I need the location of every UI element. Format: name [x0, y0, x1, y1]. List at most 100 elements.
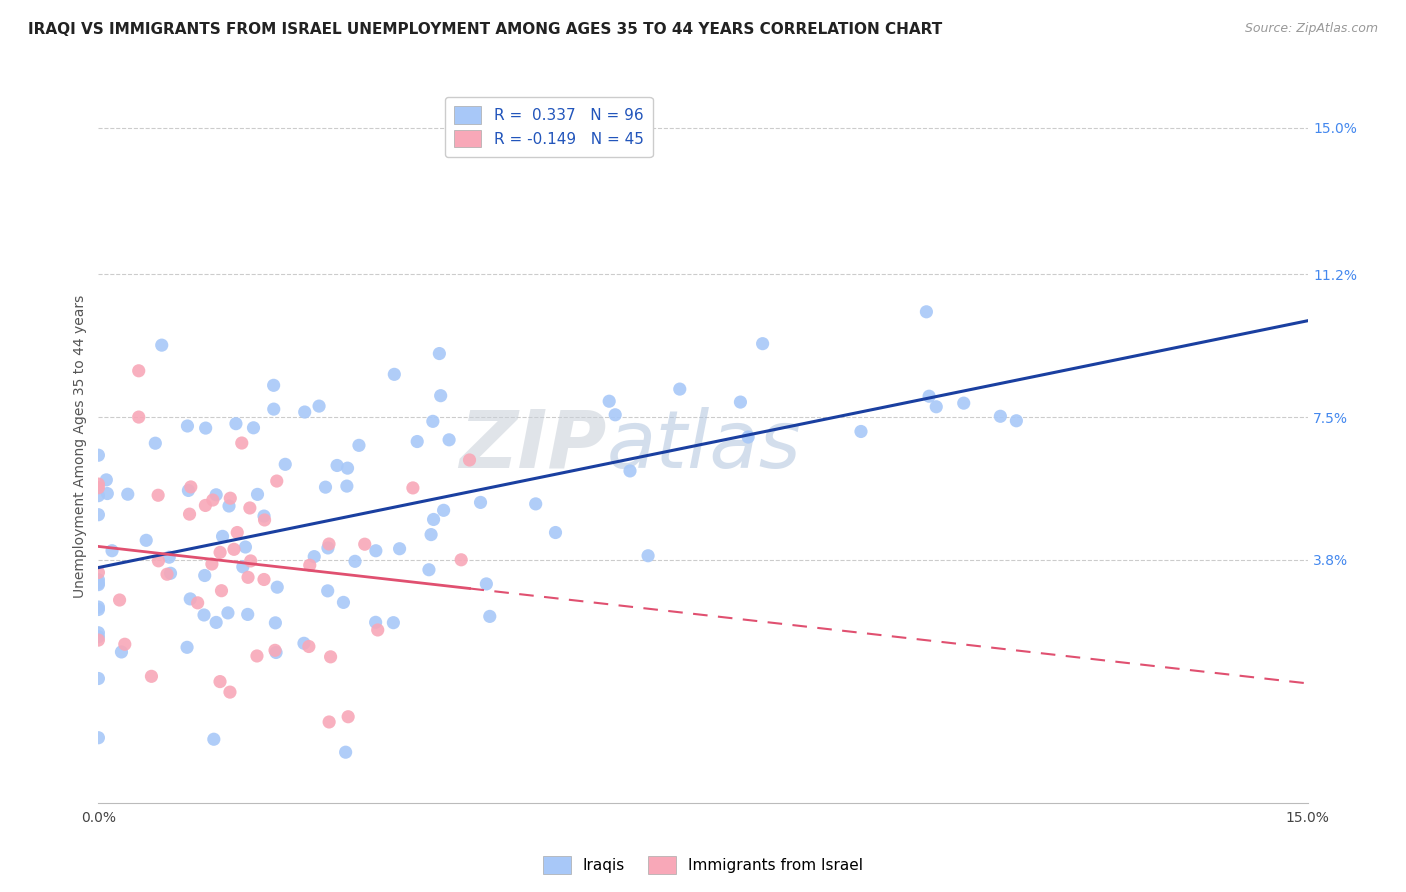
Point — [156, 567, 179, 582]
Point — [353, 537, 375, 551]
Point — [114, 637, 136, 651]
Point — [87, 448, 110, 462]
Point — [87, 489, 110, 503]
Point — [364, 615, 387, 630]
Point — [194, 421, 217, 435]
Point — [232, 559, 254, 574]
Point — [201, 557, 224, 571]
Point — [668, 382, 690, 396]
Point — [148, 554, 170, 568]
Point — [231, 436, 253, 450]
Point — [87, 625, 110, 640]
Point — [211, 583, 233, 598]
Point — [336, 461, 359, 475]
Point — [292, 636, 315, 650]
Point — [915, 305, 938, 319]
Point — [217, 606, 239, 620]
Point — [637, 549, 659, 563]
Point — [382, 368, 405, 382]
Point — [87, 477, 110, 491]
Point — [146, 488, 169, 502]
Point — [218, 499, 240, 513]
Point — [308, 399, 330, 413]
Point — [143, 436, 166, 450]
Point — [388, 541, 411, 556]
Point — [988, 409, 1011, 424]
Point — [128, 364, 150, 378]
Point — [264, 645, 287, 659]
Point — [159, 566, 181, 581]
Point — [302, 549, 325, 564]
Point — [367, 623, 389, 637]
Point — [737, 430, 759, 444]
Point — [952, 396, 974, 410]
Point — [87, 633, 110, 648]
Point — [335, 745, 357, 759]
Point — [87, 630, 110, 644]
Point — [239, 500, 262, 515]
Point — [211, 529, 233, 543]
Point — [219, 685, 242, 699]
Point — [135, 533, 157, 548]
Point — [176, 419, 198, 434]
Point — [316, 583, 339, 598]
Point — [96, 486, 118, 500]
Point — [157, 550, 180, 565]
Point — [87, 481, 110, 495]
Point — [337, 710, 360, 724]
Point — [326, 458, 349, 473]
Point — [925, 400, 948, 414]
Point — [96, 473, 118, 487]
Point — [239, 554, 262, 568]
Point — [141, 669, 163, 683]
Point — [87, 577, 110, 591]
Point — [406, 434, 429, 449]
Point — [150, 338, 173, 352]
Point — [343, 554, 366, 568]
Text: atlas: atlas — [606, 407, 801, 485]
Point — [87, 600, 110, 615]
Point — [422, 512, 444, 526]
Point — [253, 509, 276, 524]
Point — [193, 607, 215, 622]
Point — [429, 389, 451, 403]
Y-axis label: Unemployment Among Ages 35 to 44 years: Unemployment Among Ages 35 to 44 years — [73, 294, 87, 598]
Point — [264, 643, 287, 657]
Point — [194, 568, 217, 582]
Point — [437, 433, 460, 447]
Point — [298, 640, 321, 654]
Point — [246, 487, 269, 501]
Text: ZIP: ZIP — [458, 407, 606, 485]
Point — [427, 346, 450, 360]
Point — [222, 542, 245, 557]
Point — [117, 487, 139, 501]
Point — [418, 563, 440, 577]
Point — [263, 378, 285, 392]
Point — [315, 480, 337, 494]
Point — [544, 525, 567, 540]
Point — [202, 732, 225, 747]
Point — [176, 640, 198, 655]
Point — [475, 577, 498, 591]
Point — [226, 525, 249, 540]
Point — [179, 507, 201, 521]
Point — [101, 543, 124, 558]
Point — [264, 615, 287, 630]
Point — [478, 609, 501, 624]
Point — [179, 591, 201, 606]
Legend: Iraqis, Immigrants from Israel: Iraqis, Immigrants from Israel — [537, 850, 869, 880]
Point — [266, 474, 288, 488]
Point — [208, 674, 231, 689]
Point — [87, 566, 110, 580]
Legend: R =  0.337   N = 96, R = -0.149   N = 45: R = 0.337 N = 96, R = -0.149 N = 45 — [444, 97, 652, 157]
Point — [382, 615, 405, 630]
Point — [1005, 414, 1028, 428]
Point — [298, 558, 321, 573]
Point — [598, 394, 620, 409]
Point — [336, 479, 359, 493]
Point — [266, 580, 288, 594]
Point — [450, 553, 472, 567]
Point — [730, 395, 752, 409]
Point — [402, 481, 425, 495]
Text: IRAQI VS IMMIGRANTS FROM ISRAEL UNEMPLOYMENT AMONG AGES 35 TO 44 YEARS CORRELATI: IRAQI VS IMMIGRANTS FROM ISRAEL UNEMPLOY… — [28, 22, 942, 37]
